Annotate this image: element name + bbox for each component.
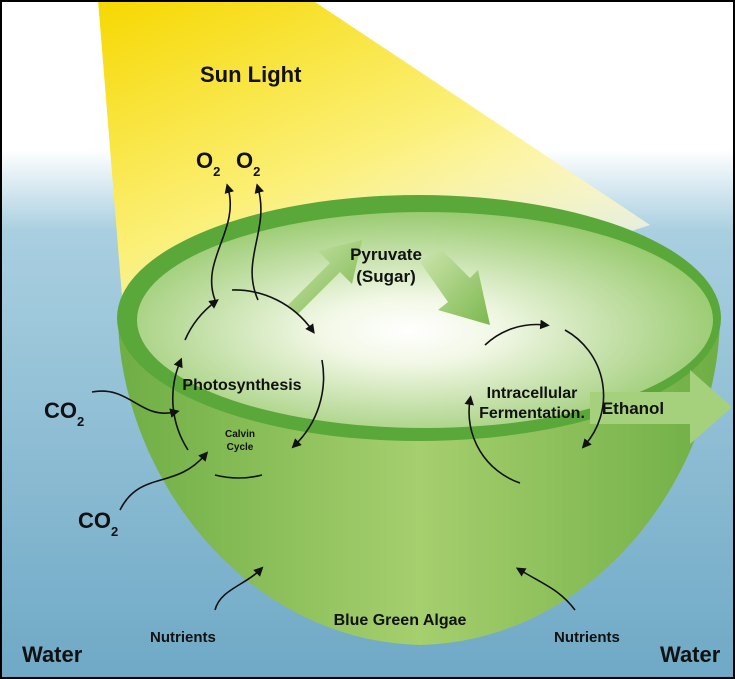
- water-label: Water: [660, 642, 721, 667]
- fermentation-label: Intracellular: [487, 385, 578, 402]
- photosynthesis-cycle: [171, 289, 325, 479]
- ethanol-label: Ethanol: [602, 399, 664, 418]
- oxygen-label: O2: [196, 148, 220, 179]
- calvin-cycle-label: Cycle: [227, 442, 254, 453]
- fermentation-label: Fermentation.: [479, 405, 585, 422]
- arrow-to-fermentation: [420, 248, 490, 325]
- nutrients-label: Nutrients: [150, 629, 216, 646]
- pyruvate-label: Pyruvate: [350, 245, 422, 264]
- oxygen-label: O2: [236, 148, 260, 179]
- arrow-to-pyruvate: [288, 240, 362, 314]
- ethanol-arrow: [590, 370, 732, 444]
- co2-label: CO2: [44, 398, 84, 429]
- calvin-cycle-label: Calvin: [225, 429, 255, 440]
- water-label: Water: [22, 642, 83, 667]
- flow-arrows: [91, 183, 576, 611]
- nutrients-label: Nutrients: [554, 629, 620, 646]
- pyruvate-label: (Sugar): [356, 267, 416, 286]
- cell-interior: [137, 212, 713, 428]
- photosynthesis-label: Photosynthesis: [182, 377, 301, 394]
- fermentation-cycle: [464, 319, 605, 484]
- sun-light-label: Sun Light: [200, 62, 302, 87]
- co2-label: CO2: [78, 508, 118, 539]
- organism-label: Blue Green Algae: [334, 612, 467, 629]
